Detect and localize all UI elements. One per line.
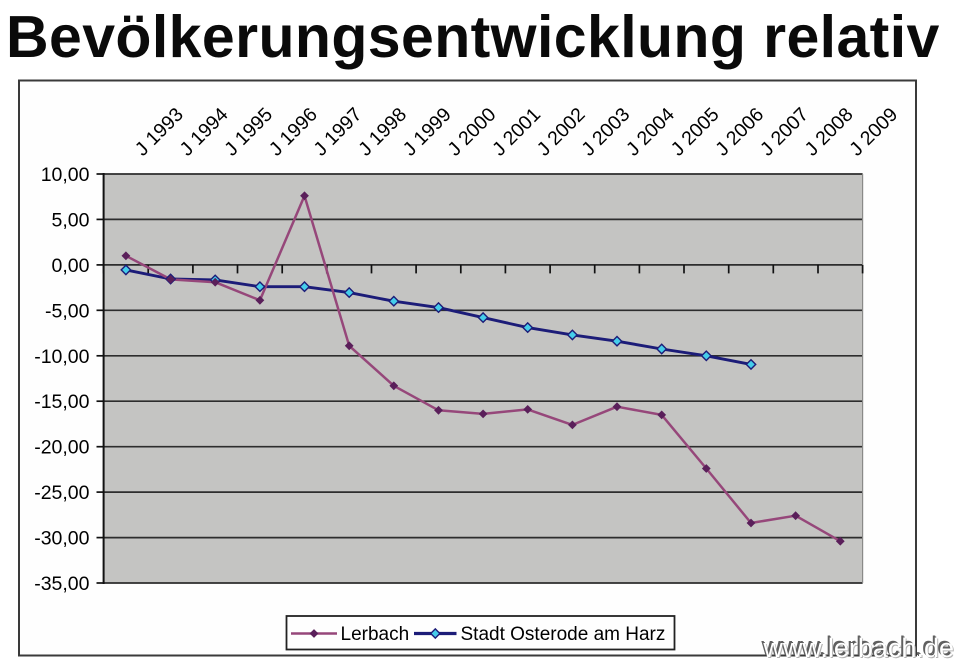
- svg-text:-10,00: -10,00: [34, 346, 89, 368]
- svg-text:0,00: 0,00: [52, 255, 90, 277]
- svg-text:-5,00: -5,00: [45, 300, 90, 322]
- svg-text:-25,00: -25,00: [34, 482, 89, 504]
- svg-text:5,00: 5,00: [52, 209, 90, 231]
- svg-text:-30,00: -30,00: [34, 528, 89, 550]
- svg-text:-35,00: -35,00: [34, 573, 89, 595]
- svg-text:10,00: 10,00: [41, 164, 90, 186]
- svg-text:Stadt Osterode am Harz: Stadt Osterode am Harz: [461, 624, 666, 645]
- svg-text:-20,00: -20,00: [34, 437, 89, 459]
- svg-text:-15,00: -15,00: [34, 391, 89, 413]
- svg-text:Lerbach: Lerbach: [341, 624, 410, 645]
